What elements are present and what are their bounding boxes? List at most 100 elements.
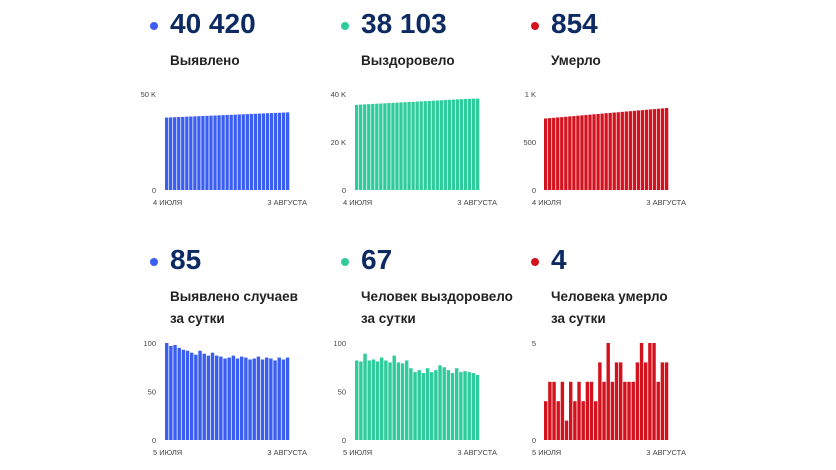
chart-bar — [237, 114, 241, 190]
chart-bar — [660, 362, 665, 440]
detected-total-label: Выявлено — [170, 50, 350, 72]
label-line: Человека умерло — [551, 289, 668, 304]
chart-bar — [610, 381, 615, 440]
y-tick-label: 100 — [143, 339, 156, 348]
label-line: за сутки — [361, 311, 416, 326]
chart-bar — [165, 117, 169, 190]
chart-bar — [181, 116, 185, 190]
chart-bar — [227, 357, 231, 440]
chart-bar — [652, 109, 657, 190]
chart-bar — [660, 108, 665, 190]
chart-bar — [648, 343, 652, 440]
label-line: Умерло — [551, 53, 601, 68]
chart-bar — [644, 362, 648, 440]
chart-bar — [273, 112, 278, 190]
chart-bar — [573, 401, 577, 440]
panel-recovered-total: 38 103 Выздоровело — [341, 0, 531, 230]
chart-bar — [209, 115, 213, 190]
chart-bar — [210, 352, 215, 440]
chart-bar — [375, 103, 379, 190]
chart-bar — [273, 360, 277, 440]
x-tick-label-end: 3 АВГУСТА — [646, 198, 686, 207]
chart-bar — [257, 113, 262, 190]
chart-bar — [548, 118, 552, 190]
chart-bar — [434, 370, 438, 440]
chart-bar — [231, 355, 236, 440]
chart-bar — [395, 102, 399, 190]
y-tick-label: 40 K — [331, 90, 346, 99]
chart-bar — [594, 401, 598, 440]
chart-bar — [446, 370, 451, 440]
y-tick-label: 0 — [532, 186, 536, 195]
chart-bar — [371, 359, 376, 440]
chart-bar — [614, 362, 619, 440]
chart-bar — [442, 367, 446, 440]
chart-bar — [252, 358, 256, 440]
recovered-daily-value: 67 — [361, 244, 393, 275]
y-tick-label: 0 — [342, 436, 346, 445]
chart-bar — [363, 353, 367, 440]
chart-bar — [384, 360, 388, 440]
label-line: Человек выздоровело — [361, 289, 513, 304]
legend-dot — [150, 258, 158, 266]
chart-bar — [656, 108, 661, 190]
recovered-total-label: Выздоровело — [361, 50, 541, 72]
x-tick-label-start: 5 ИЮЛЯ — [532, 448, 561, 457]
chart-bar — [223, 358, 227, 440]
chart-bar — [169, 117, 173, 190]
chart-bar — [604, 113, 608, 190]
x-tick-label-end: 3 АВГУСТА — [267, 448, 307, 457]
chart-bar — [639, 343, 644, 440]
label-line: Выявлено — [170, 53, 240, 68]
chart-bar — [564, 420, 569, 440]
x-tick-label-start: 4 ИЮЛЯ — [532, 198, 561, 207]
chart-bar — [277, 357, 281, 440]
legend-dot — [531, 22, 539, 30]
chart-bar — [596, 113, 600, 190]
chart-bar — [269, 358, 273, 440]
chart-bar — [417, 370, 421, 440]
chart-bar — [475, 98, 480, 190]
chart-bar — [619, 362, 623, 440]
chart-bar — [240, 356, 244, 440]
chart-bar — [471, 373, 476, 440]
chart-bar — [455, 368, 459, 440]
chart-bar — [560, 117, 564, 190]
x-tick-label-end: 3 АВГУСТА — [646, 448, 686, 457]
y-tick-label: 5 — [532, 339, 536, 348]
chart-bar — [552, 381, 556, 440]
deaths-total-label: Умерло — [551, 50, 731, 72]
chart-bar — [396, 362, 401, 440]
x-tick-label-start: 4 ИЮЛЯ — [343, 198, 372, 207]
chart-bar — [556, 401, 560, 440]
chart-bar — [363, 104, 367, 190]
chart-bar — [430, 372, 434, 440]
chart-bar — [620, 111, 624, 190]
chart-bar — [612, 112, 616, 190]
y-tick-label: 0 — [342, 186, 346, 195]
y-tick-label: 1 K — [525, 90, 536, 99]
chart-bar — [405, 360, 409, 440]
chart-bar — [631, 381, 635, 440]
panel-recovered-daily: 67 Человек выздоровело за сутки — [341, 236, 531, 466]
chart-bar — [544, 118, 548, 190]
chart-bar — [217, 115, 221, 190]
chart-bar — [636, 110, 641, 190]
chart-bar — [248, 359, 252, 440]
x-tick-label-start: 4 ИЮЛЯ — [153, 198, 182, 207]
chart-bar — [387, 103, 391, 190]
chart-bar — [588, 114, 592, 190]
deaths-daily-value: 4 — [551, 244, 567, 275]
chart-bar — [367, 360, 371, 440]
chart-bar — [281, 112, 286, 190]
chart-bar — [664, 108, 669, 190]
y-tick-label: 500 — [523, 138, 536, 147]
chart-bar — [419, 101, 423, 190]
y-tick-label: 100 — [333, 339, 346, 348]
chart-bar — [233, 114, 237, 190]
recovered-daily-label: Человек выздоровело за сутки — [361, 286, 541, 330]
chart-bar — [173, 344, 177, 440]
chart-bar — [608, 112, 612, 190]
chart-bar — [400, 363, 405, 440]
